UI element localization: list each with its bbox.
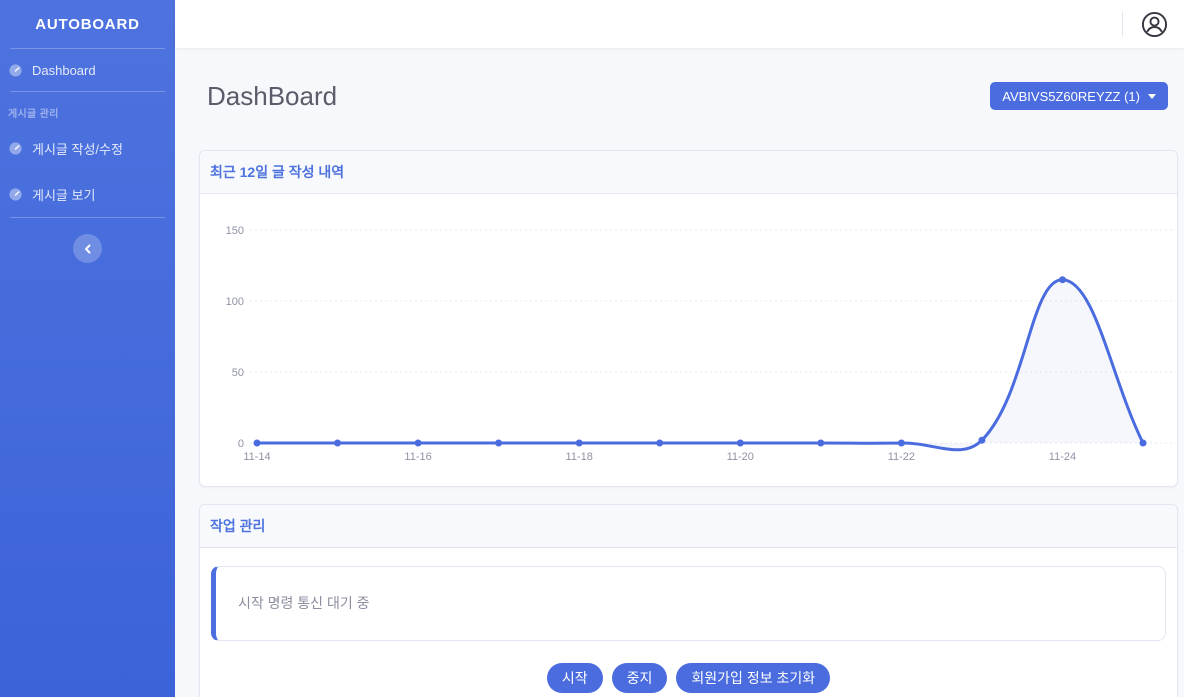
content-area: DashBoard AVBIVS5Z60REYZZ (1) 최근 12일 글 작… (175, 48, 1184, 697)
chevron-left-icon (82, 243, 94, 255)
svg-text:50: 50 (232, 367, 244, 379)
svg-text:11-22: 11-22 (888, 451, 915, 463)
sidebar: AUTOBOARD Dashboard 게시글 관리 게시글 작성/수정 (0, 0, 175, 697)
task-card-header: 작업 관리 (200, 505, 1177, 548)
svg-text:100: 100 (226, 296, 244, 308)
svg-text:11-16: 11-16 (404, 451, 431, 463)
account-dropdown-button[interactable]: AVBIVS5Z60REYZZ (1) (990, 82, 1168, 110)
sidebar-divider (10, 91, 165, 92)
sidebar-item-label: 게시글 보기 (32, 188, 96, 203)
svg-text:11-24: 11-24 (1049, 451, 1076, 463)
sidebar-item-label: Dashboard (32, 63, 96, 78)
sidebar-divider (10, 48, 165, 49)
task-card-body: 시작 명령 통신 대기 중 시작 중지 회원가입 정보 초기화 (200, 548, 1177, 697)
svg-text:0: 0 (238, 438, 244, 450)
topbar (175, 0, 1184, 48)
svg-text:11-20: 11-20 (727, 451, 754, 463)
task-management-card: 작업 관리 시작 명령 통신 대기 중 시작 중지 회원가입 정보 초기화 (199, 504, 1178, 697)
sidebar-item-label: 게시글 작성/수정 (32, 142, 123, 157)
caret-down-icon (1148, 94, 1156, 99)
chart-container: 0 50 100 150 11-14 11-16 11-18 11-20 11-22 11-24 (200, 194, 1177, 486)
sidebar-section-label: 게시글 관리 (8, 109, 59, 120)
brand-title[interactable]: AUTOBOARD (35, 15, 140, 33)
recent-posts-card-header: 최근 12일 글 작성 내역 (200, 151, 1177, 194)
main-column: DashBoard AVBIVS5Z60REYZZ (1) 최근 12일 글 작… (175, 0, 1184, 697)
posts-line-chart: 0 50 100 150 11-14 11-16 11-18 11-20 11-22 11-24 (226, 225, 1172, 463)
task-status-text: 시작 명령 통신 대기 중 (238, 595, 370, 611)
sidebar-item-dashboard[interactable]: Dashboard (0, 49, 175, 91)
gauge-icon (8, 63, 23, 78)
user-circle-icon (1141, 11, 1168, 38)
sidebar-collapse-button[interactable] (73, 234, 102, 263)
stop-button[interactable]: 중지 (611, 663, 668, 693)
svg-text:11-18: 11-18 (566, 451, 593, 463)
task-card-title: 작업 관리 (210, 518, 266, 534)
page-title: DashBoard (207, 80, 338, 111)
start-button[interactable]: 시작 (546, 663, 603, 693)
sidebar-item-post-view[interactable]: 게시글 보기 (0, 171, 175, 217)
svg-text:150: 150 (226, 225, 244, 237)
task-status-box: 시작 명령 통신 대기 중 (211, 566, 1166, 641)
gauge-icon (8, 141, 23, 156)
user-menu-button[interactable] (1141, 11, 1168, 38)
account-dropdown-label: AVBIVS5Z60REYZZ (1) (1002, 88, 1140, 104)
recent-posts-card: 최근 12일 글 작성 내역 0 50 100 150 11-14 11-16 11-18 1… (199, 150, 1178, 487)
reset-signup-info-button[interactable]: 회원가입 정보 초기화 (676, 663, 831, 693)
recent-posts-card-title: 최근 12일 글 작성 내역 (210, 164, 345, 180)
page-header-row: DashBoard AVBIVS5Z60REYZZ (1) (207, 78, 1168, 114)
svg-text:11-14: 11-14 (243, 451, 270, 463)
topbar-divider (1122, 11, 1123, 37)
sidebar-item-post-write-edit[interactable]: 게시글 작성/수정 (0, 125, 175, 171)
sidebar-divider (10, 217, 165, 218)
gauge-icon (8, 187, 23, 202)
task-buttons-row: 시작 중지 회원가입 정보 초기화 (211, 663, 1166, 693)
